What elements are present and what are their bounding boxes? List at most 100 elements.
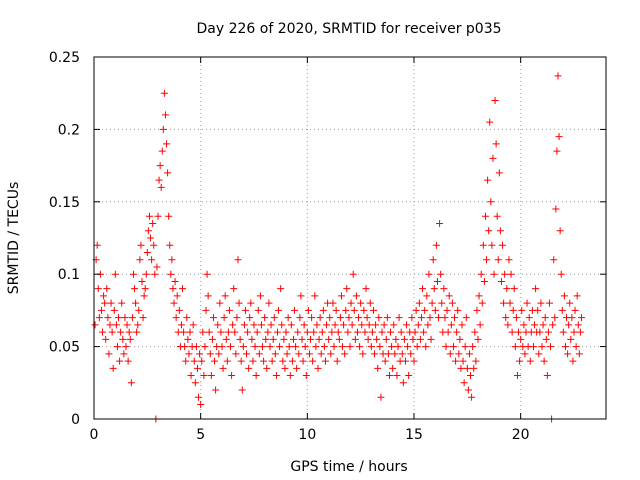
data-point <box>227 343 235 351</box>
data-point <box>428 299 436 307</box>
data-point <box>362 285 370 293</box>
data-point <box>303 328 311 336</box>
data-point <box>184 335 192 343</box>
data-point <box>392 335 400 343</box>
data-point <box>420 328 428 336</box>
data-point <box>159 125 167 133</box>
data-point <box>151 270 159 278</box>
data-point <box>325 335 333 343</box>
data-point <box>473 306 481 314</box>
y-tick-label: 0.25 <box>49 50 80 66</box>
data-point <box>280 335 288 343</box>
data-point <box>225 306 233 314</box>
data-point <box>336 314 344 322</box>
data-point <box>234 256 242 264</box>
axis-ticks: 0 5 10 15 20 0 0.05 0.1 0.15 0.2 0.25 <box>49 50 606 443</box>
data-point <box>440 285 448 293</box>
data-point <box>218 343 226 351</box>
data-point <box>385 372 393 380</box>
data-point <box>443 306 451 314</box>
data-point <box>508 328 516 336</box>
data-point <box>299 357 307 365</box>
data-point <box>250 321 258 329</box>
data-point <box>137 241 145 249</box>
data-point <box>446 350 454 358</box>
data-point <box>100 292 108 300</box>
data-point <box>243 350 251 358</box>
data-point <box>365 321 373 329</box>
data-point <box>133 328 141 336</box>
data-point <box>220 314 228 322</box>
data-point <box>512 314 520 322</box>
data-point <box>497 277 505 285</box>
data-point <box>413 343 421 351</box>
data-points <box>91 72 585 423</box>
data-point <box>451 314 459 322</box>
data-point <box>278 321 286 329</box>
data-point <box>135 306 143 314</box>
data-point <box>376 343 384 351</box>
data-point <box>569 357 577 365</box>
data-point <box>525 314 533 322</box>
data-point <box>223 357 231 365</box>
data-point <box>173 292 181 300</box>
data-point <box>399 379 407 387</box>
data-point <box>198 357 206 365</box>
data-point <box>138 277 146 285</box>
data-point <box>357 299 365 307</box>
data-point <box>552 205 560 213</box>
data-point <box>463 364 471 372</box>
data-point <box>574 321 582 329</box>
data-point <box>567 335 575 343</box>
data-point <box>308 314 316 322</box>
data-point <box>531 321 539 329</box>
data-point <box>115 314 123 322</box>
data-point <box>268 357 276 365</box>
data-point <box>311 292 319 300</box>
data-point <box>113 343 121 351</box>
data-point <box>408 314 416 322</box>
data-point <box>293 364 301 372</box>
data-point <box>263 364 271 372</box>
data-point <box>211 357 219 365</box>
data-point <box>140 292 148 300</box>
data-point <box>168 256 176 264</box>
data-point <box>516 357 524 365</box>
grid <box>94 57 606 419</box>
data-point <box>430 285 438 293</box>
y-tick-label: 0 <box>71 412 80 428</box>
data-point <box>214 321 222 329</box>
data-point <box>195 393 203 401</box>
data-point <box>298 335 306 343</box>
data-point <box>442 343 450 351</box>
data-point <box>561 343 569 351</box>
data-point <box>575 350 583 358</box>
data-point <box>389 364 397 372</box>
data-point <box>367 343 375 351</box>
data-point <box>95 314 103 322</box>
data-point <box>170 299 178 307</box>
data-point <box>239 343 247 351</box>
data-point <box>345 314 353 322</box>
data-point <box>105 350 113 358</box>
data-point <box>486 118 494 126</box>
data-point <box>153 263 161 271</box>
data-point <box>449 343 457 351</box>
data-point <box>330 343 338 351</box>
data-point <box>523 299 531 307</box>
data-point <box>271 350 279 358</box>
data-point <box>509 306 517 314</box>
data-point <box>331 321 339 329</box>
data-point <box>282 328 290 336</box>
data-point <box>415 299 423 307</box>
data-point <box>305 350 313 358</box>
data-point <box>550 256 558 264</box>
data-point <box>158 147 166 155</box>
data-point <box>167 270 175 278</box>
data-point <box>421 306 429 314</box>
data-point <box>191 379 199 387</box>
data-point <box>572 343 580 351</box>
data-point <box>253 328 261 336</box>
data-point <box>539 321 547 329</box>
data-point <box>346 343 354 351</box>
